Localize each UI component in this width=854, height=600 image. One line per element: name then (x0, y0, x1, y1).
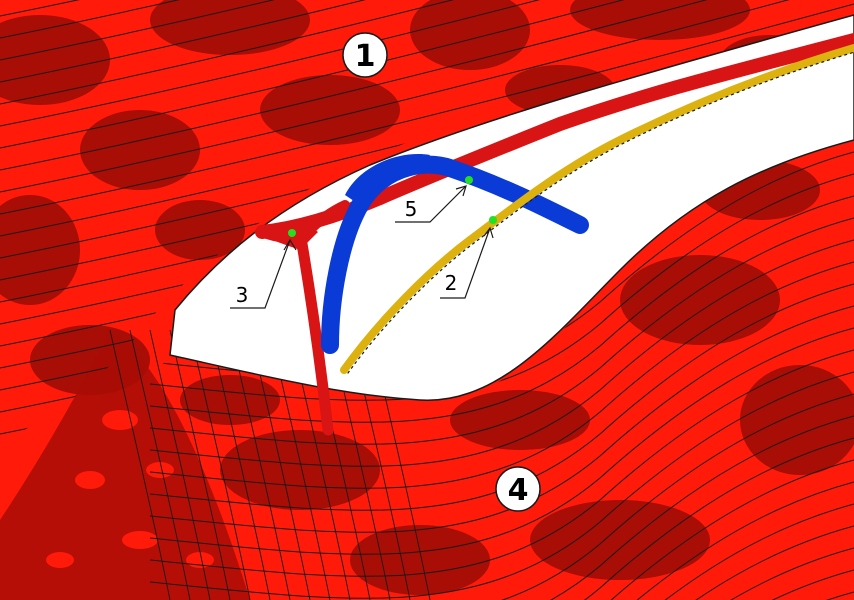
label-1: 1 (355, 39, 376, 74)
fiber-line (0, 3, 854, 215)
fiber-line (0, 0, 854, 171)
fiber-line (149, 437, 854, 600)
fiber-line (149, 239, 854, 467)
label-1-badge: 1 (342, 32, 388, 78)
fiber-line (129, 329, 191, 600)
diagonal-muscle-band (0, 330, 250, 600)
label-4-badge: 4 (495, 466, 541, 512)
label-5: 5 (405, 197, 418, 221)
fiber-line (149, 393, 854, 600)
label-4: 4 (508, 473, 529, 508)
fiber-line (149, 195, 854, 423)
leader-line-2 (440, 227, 491, 299)
fiber-line (0, 0, 854, 105)
fiber-line (149, 459, 854, 600)
fiber-line (189, 329, 251, 600)
fiber-line (149, 217, 854, 445)
fiber-line (0, 0, 854, 193)
fiber-line (109, 329, 171, 600)
nerve (340, 44, 854, 374)
label-3: 3 (236, 283, 249, 307)
fiber-line (149, 261, 854, 489)
fiber-line (169, 329, 231, 600)
fiber-line (149, 503, 854, 600)
label-2: 2 (445, 271, 458, 295)
fiber-line (149, 371, 854, 599)
leader-line-3 (230, 239, 291, 309)
vein-bulge (345, 154, 430, 205)
fiber-line (149, 481, 854, 600)
leader-lines (230, 185, 494, 309)
fiber-line (149, 173, 854, 401)
fiber-line (0, 0, 854, 83)
fiber-line (0, 0, 854, 39)
fiber-line (149, 349, 854, 577)
fiber-line (149, 415, 854, 600)
artery-branch-node (258, 218, 318, 250)
fiber-line (149, 327, 854, 555)
lower-muscle-blotches (180, 160, 854, 595)
fiber-line (149, 525, 854, 600)
leader-line-5 (395, 185, 467, 223)
fiber-line (149, 329, 211, 600)
fiber-line (149, 283, 854, 511)
fiber-line (149, 305, 854, 533)
marker-dot-3 (288, 229, 296, 237)
marker-dot-2 (489, 216, 497, 224)
marker-dot-5 (465, 176, 473, 184)
fiber-line (0, 0, 854, 61)
fiber-line (149, 547, 854, 600)
